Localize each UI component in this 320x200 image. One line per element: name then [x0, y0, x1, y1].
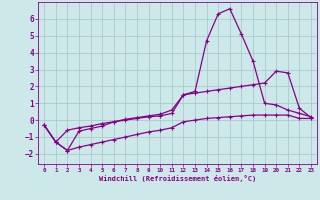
X-axis label: Windchill (Refroidissement éolien,°C): Windchill (Refroidissement éolien,°C) [99, 175, 256, 182]
